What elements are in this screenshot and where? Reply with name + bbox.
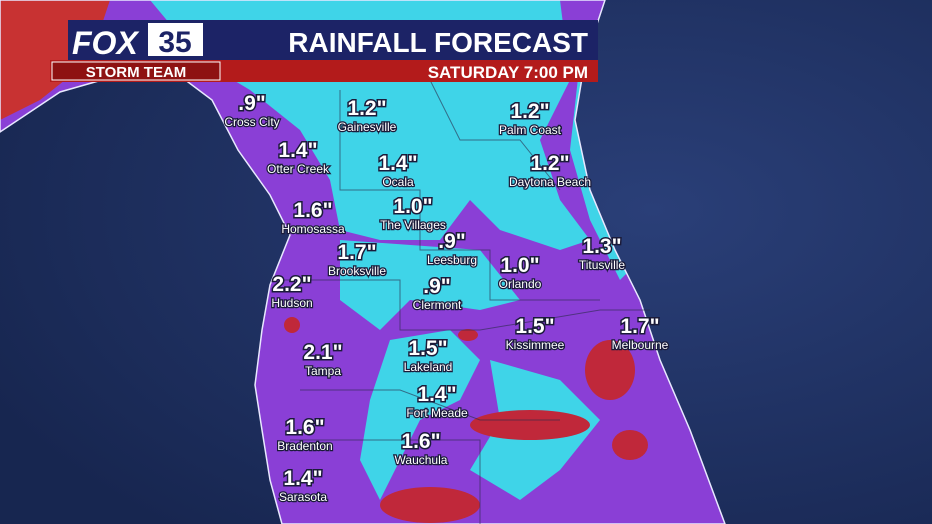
city-name: Cross City — [224, 115, 279, 129]
logo-number: 35 — [158, 26, 191, 59]
city-name: The Villages — [380, 218, 446, 232]
rainfall-amount: 2.1" — [303, 341, 342, 364]
city-name: Daytona Beach — [509, 175, 591, 189]
rainfall-amount: 1.4" — [278, 139, 317, 162]
subtitle: SATURDAY 7:00 PM — [428, 63, 588, 82]
city-name: Palm Coast — [499, 123, 562, 137]
rainfall-amount: 1.4" — [378, 152, 417, 175]
rainfall-amount: 1.5" — [515, 315, 554, 338]
city-name: Bradenton — [277, 439, 332, 453]
rainfall-amount: 1.0" — [393, 195, 432, 218]
title: RAINFALL FORECAST — [288, 27, 588, 58]
rainfall-amount: .9" — [423, 275, 450, 298]
city-name: Leesburg — [427, 253, 477, 267]
city-name: Melbourne — [612, 338, 669, 352]
city-name: Tampa — [305, 364, 341, 378]
rainfall-amount: 1.5" — [408, 337, 447, 360]
city-name: Lakeland — [404, 360, 453, 374]
rainfall-amount: 1.2" — [510, 100, 549, 123]
rainfall-amount: 1.6" — [293, 199, 332, 222]
city-name: Hudson — [271, 296, 312, 310]
rainfall-amount: 1.4" — [417, 383, 456, 406]
team-box — [51, 61, 221, 81]
rainfall-amount: 1.3" — [582, 235, 621, 258]
city-name: Otter Creek — [267, 162, 330, 176]
city-name: Sarasota — [279, 490, 327, 504]
rainfall-amount: 1.7" — [337, 241, 376, 264]
rainfall-amount: 1.2" — [347, 97, 386, 120]
header: FOX 35 STORM TEAM RAINFALL FORECAST SATU… — [50, 20, 598, 82]
city-name: Orlando — [499, 277, 542, 291]
city-name: Gainesville — [338, 120, 397, 134]
rainfall-amount: .9" — [438, 230, 465, 253]
city-name: Wauchula — [395, 453, 448, 467]
logo-box — [148, 23, 203, 56]
rainfall-amount: 1.2" — [530, 152, 569, 175]
rainfall-amount: .9" — [238, 92, 265, 115]
city-name: Brooksville — [328, 264, 386, 278]
rainfall-amount: 1.6" — [401, 430, 440, 453]
logo-fox: FOX — [72, 25, 139, 61]
rainfall-amount: 2.2" — [272, 273, 311, 296]
rainfall-amount: 1.4" — [283, 467, 322, 490]
county-lines — [280, 79, 650, 524]
rainfall-amount: 1.0" — [500, 254, 539, 277]
city-name: Titusville — [579, 258, 626, 272]
rainfall-amount: 1.6" — [285, 416, 324, 439]
rainfall-amount: 1.7" — [620, 315, 659, 338]
city-name: Kissimmee — [506, 338, 565, 352]
city-name: Homosassa — [281, 222, 345, 236]
city-name: Fort Meade — [406, 406, 468, 420]
team: STORM TEAM — [86, 64, 187, 81]
city-name: Ocala — [382, 175, 414, 189]
city-name: Clermont — [413, 298, 462, 312]
